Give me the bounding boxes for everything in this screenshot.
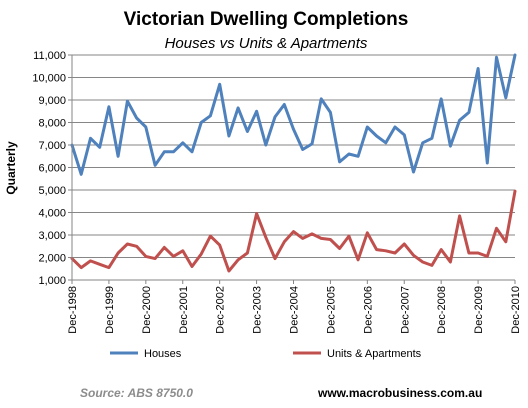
y-tick-label: 9,000	[38, 95, 66, 107]
legend: Houses Units & Apartments	[110, 348, 422, 360]
x-tick-label: Dec-2006	[362, 286, 374, 334]
x-axis-ticks: Dec-1998 Dec-1999 Dec-2000 Dec-2001 Dec-2002…	[67, 280, 522, 334]
chart-title: Victorian Dwelling Completions	[124, 9, 409, 30]
x-tick-label: Dec-2010	[510, 286, 522, 334]
y-tick-label: 7,000	[38, 140, 66, 152]
y-axis-ticks: 1,000 2,000 3,000 4,000 5,000 6,000 7,000 8,000…	[32, 50, 72, 287]
y-tick-label: 3,000	[38, 230, 66, 242]
series-line-houses	[70, 53, 517, 176]
x-tick-label: Dec-2001	[178, 286, 190, 334]
x-tick-label: Dec-2003	[252, 286, 264, 334]
x-tick-label: Dec-2002	[215, 286, 227, 334]
website-credit: www.macrobusiness.com.au	[317, 386, 482, 400]
x-tick-label: Dec-2007	[399, 286, 411, 334]
y-tick-label: 5,000	[38, 185, 66, 197]
x-tick-label: Dec-2008	[436, 286, 448, 334]
y-tick-label: 10,000	[32, 73, 66, 85]
y-tick-label: 11,000	[33, 50, 66, 62]
y-tick-label: 2,000	[38, 253, 66, 265]
y-tick-label: 1,000	[38, 275, 66, 287]
x-tick-label: Dec-2005	[325, 286, 337, 334]
y-axis-label: Quarterly	[4, 141, 18, 195]
chart-subtitle: Houses vs Units & Apartments	[165, 35, 368, 52]
x-tick-label: Dec-2000	[141, 286, 153, 334]
y-tick-label: 6,000	[38, 163, 66, 175]
x-tick-label: Dec-1998	[67, 286, 79, 334]
source-note: Source: ABS 8750.0	[80, 386, 193, 400]
series-lines	[70, 53, 517, 273]
y-tick-label: 8,000	[38, 118, 66, 130]
y-tick-label: 4,000	[38, 208, 66, 220]
x-tick-label: Dec-2004	[289, 286, 301, 334]
x-tick-label: Dec-1999	[104, 286, 116, 334]
x-tick-label: Dec-2009	[473, 286, 485, 334]
legend-label-units: Units & Apartments	[327, 348, 422, 360]
legend-label-houses: Houses	[144, 348, 182, 360]
series-line-units-apartments	[70, 189, 517, 273]
